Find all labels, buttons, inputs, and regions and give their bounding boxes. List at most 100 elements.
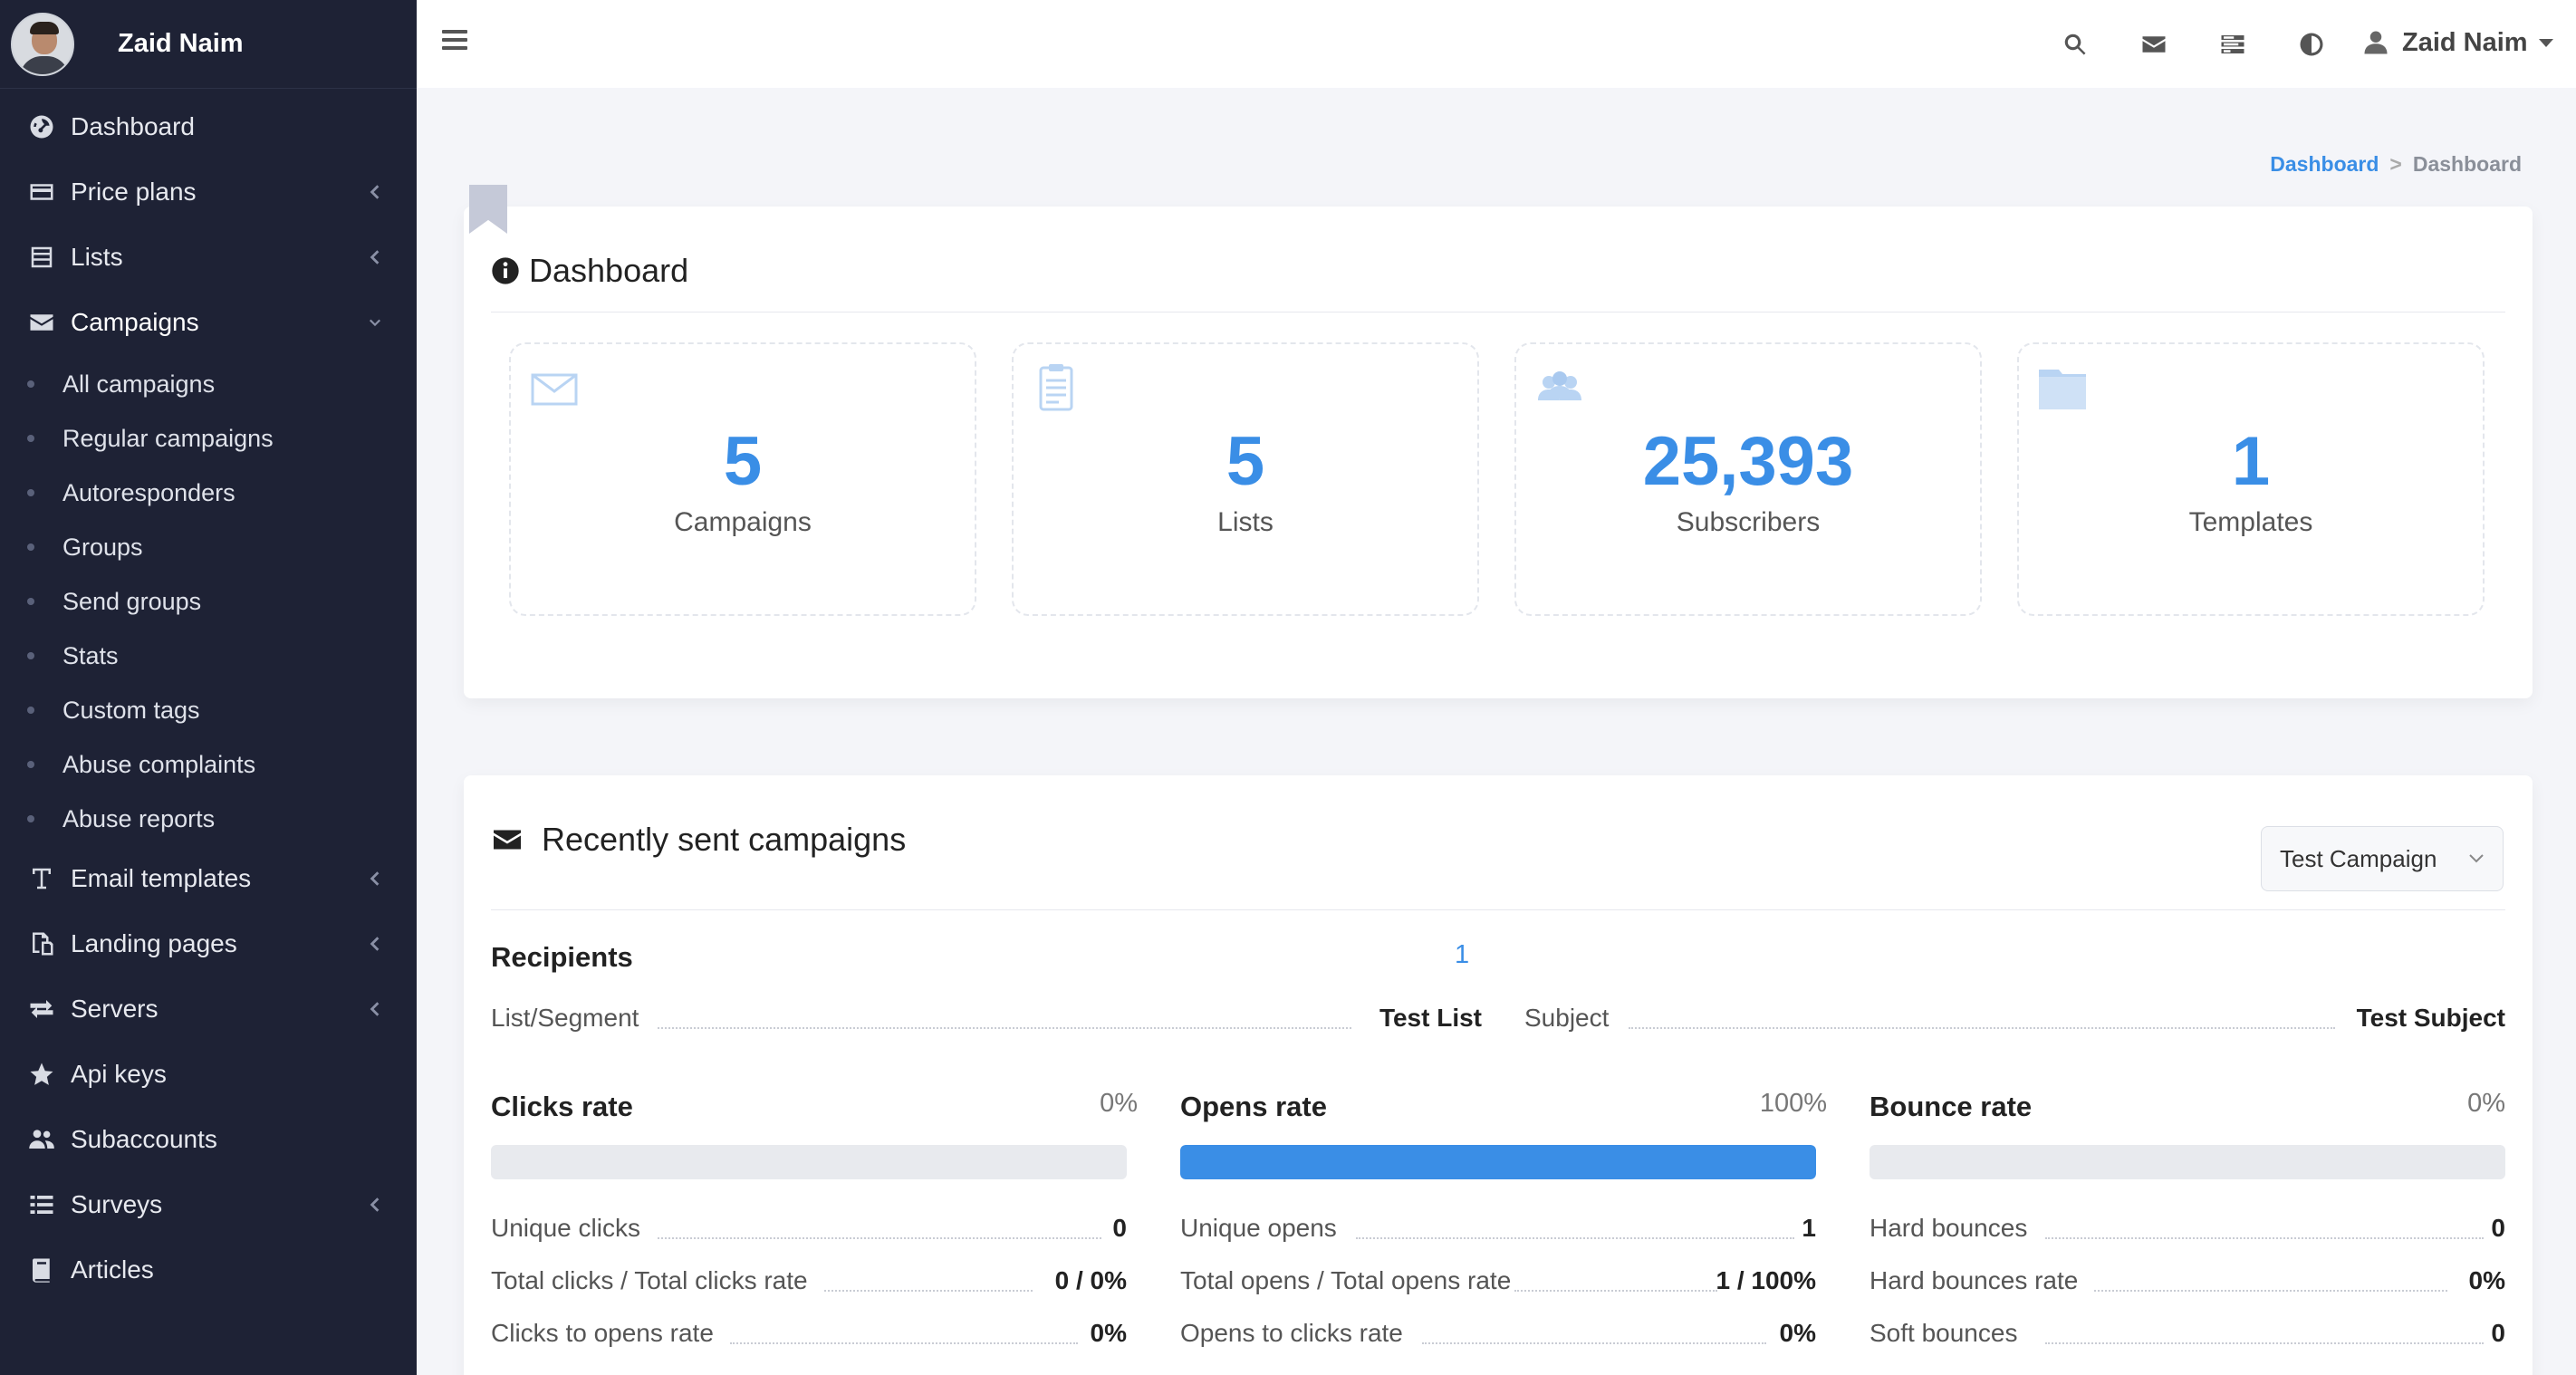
recent-campaigns-title-text: Recently sent campaigns	[542, 821, 907, 858]
sidebar-user[interactable]: Zaid Naim	[0, 0, 417, 89]
chevron-down-icon	[366, 313, 384, 332]
clipboard-icon	[1039, 364, 1073, 411]
campaigns-submenu: All campaigns Regular campaigns Autoresp…	[0, 355, 417, 846]
opens-rate-title: Opens rate	[1180, 1091, 1327, 1122]
stat-row-value: 0%	[2468, 1266, 2505, 1294]
dashboard-icon	[25, 111, 58, 143]
sidebar-username: Zaid Naim	[118, 29, 244, 58]
user-menu[interactable]: Zaid Naim	[2362, 22, 2553, 63]
submenu-label: Custom tags	[62, 696, 200, 724]
sidebar-item-label: Landing pages	[71, 929, 237, 957]
sidebar-item-api-keys[interactable]: Api keys	[0, 1042, 417, 1107]
stat-lists[interactable]: 5 Lists	[1012, 342, 1479, 616]
clicks-rate-pct: 0%	[1100, 1089, 1138, 1118]
subject-label: Subject	[1524, 1004, 1610, 1032]
submenu-label: Stats	[62, 641, 119, 669]
sidebar-item-surveys[interactable]: Surveys	[0, 1172, 417, 1237]
submenu-item-groups[interactable]: Groups	[0, 520, 417, 574]
sidebar-item-label: Lists	[71, 243, 123, 271]
stat-value: 5	[1226, 423, 1265, 500]
sidebar-item-email-templates[interactable]: Email templates	[0, 846, 417, 911]
envelope-icon[interactable]	[2139, 29, 2169, 60]
envelope-icon	[494, 830, 521, 850]
recipients-label: Recipients	[491, 941, 633, 973]
stat-value: 25,393	[1642, 423, 1854, 500]
dashboard-card: Dashboard 5 Campaigns 5 Lists 25,393 Sub…	[464, 207, 2533, 698]
list-segment-label: List/Segment	[491, 1004, 639, 1032]
submenu-label: Regular campaigns	[62, 424, 274, 452]
dotted-leader	[1629, 1027, 2335, 1029]
submenu-item-all-campaigns[interactable]: All campaigns	[0, 357, 417, 411]
submenu-item-regular-campaigns[interactable]: Regular campaigns	[0, 411, 417, 466]
clicks-rate-bar	[491, 1145, 1127, 1179]
stat-campaigns[interactable]: 5 Campaigns	[509, 342, 976, 616]
stat-subscribers[interactable]: 25,393 Subscribers	[1514, 342, 1982, 616]
bullet-icon	[27, 543, 34, 551]
sidebar-item-price-plans[interactable]: Price plans	[0, 159, 417, 225]
submenu-item-send-groups[interactable]: Send groups	[0, 574, 417, 629]
sidebar: Zaid Naim Dashboard Price plans Lists Ca…	[0, 0, 417, 1375]
submenu-item-custom-tags[interactable]: Custom tags	[0, 683, 417, 737]
chevron-left-icon	[366, 935, 384, 953]
avatar	[11, 12, 74, 76]
submenu-item-autoresponders[interactable]: Autoresponders	[0, 466, 417, 520]
sidebar-item-campaigns[interactable]: Campaigns	[0, 290, 417, 355]
bullet-icon	[27, 815, 34, 822]
breadcrumb: Dashboard > Dashboard	[2270, 152, 2522, 177]
sidebar-item-label: Email templates	[71, 864, 252, 892]
campaign-select[interactable]: Test Campaign	[2261, 826, 2504, 891]
dotted-leader	[658, 1237, 1101, 1239]
bullet-icon	[27, 707, 34, 714]
stat-row-value: 0%	[1779, 1319, 1816, 1347]
breadcrumb-link-dashboard[interactable]: Dashboard	[2270, 152, 2379, 176]
contrast-icon[interactable]	[2296, 29, 2327, 60]
sidebar-item-subaccounts[interactable]: Subaccounts	[0, 1107, 417, 1172]
sidebar-item-label: Dashboard	[71, 112, 195, 140]
chevron-left-icon	[366, 183, 384, 201]
recent-campaigns-card: Recently sent campaigns Test Campaign Re…	[464, 775, 2533, 1375]
list-icon	[25, 1188, 58, 1221]
sidebar-item-label: Campaigns	[71, 308, 199, 336]
hamburger-menu-icon[interactable]	[442, 30, 467, 55]
dotted-leader	[2045, 1342, 2484, 1344]
bullet-icon	[27, 761, 34, 768]
bullet-icon	[27, 489, 34, 496]
recent-campaigns-title: Recently sent campaigns	[491, 821, 906, 859]
sidebar-item-servers[interactable]: Servers	[0, 976, 417, 1042]
sidebar-item-lists[interactable]: Lists	[0, 225, 417, 290]
submenu-item-abuse-complaints[interactable]: Abuse complaints	[0, 737, 417, 792]
topbar-username: Zaid Naim	[2402, 27, 2528, 57]
users-icon	[25, 1123, 58, 1156]
submenu-label: Send groups	[62, 587, 202, 615]
sidebar-item-landing-pages[interactable]: Landing pages	[0, 911, 417, 976]
stat-row-label: Unique clicks	[491, 1214, 640, 1242]
breadcrumb-current: Dashboard	[2412, 152, 2522, 176]
dotted-leader	[1422, 1342, 1766, 1344]
sidebar-item-label: Subaccounts	[71, 1125, 217, 1153]
chevron-left-icon	[366, 1196, 384, 1214]
sidebar-item-articles[interactable]: Articles	[0, 1237, 417, 1303]
submenu-item-stats[interactable]: Stats	[0, 629, 417, 683]
search-icon[interactable]	[2060, 29, 2091, 60]
stat-row-value: 1 / 100%	[1716, 1266, 1816, 1294]
stat-label: Templates	[2188, 507, 2313, 537]
credit-card-icon	[25, 176, 58, 208]
divider	[491, 909, 2505, 910]
topbar: Zaid Naim	[417, 0, 2576, 88]
list-icon	[25, 241, 58, 274]
dotted-leader	[658, 1027, 1351, 1029]
sidebar-item-dashboard[interactable]: Dashboard	[0, 94, 417, 159]
chevron-left-icon	[366, 248, 384, 266]
stat-row-label: Unique opens	[1180, 1214, 1337, 1242]
stat-row-label: Hard bounces rate	[1870, 1266, 2079, 1294]
opens-rate-bar	[1180, 1145, 1816, 1179]
stat-value: 5	[723, 423, 763, 500]
tasks-icon[interactable]	[2217, 29, 2248, 60]
submenu-item-abuse-reports[interactable]: Abuse reports	[0, 792, 417, 846]
stat-templates[interactable]: 1 Templates	[2017, 342, 2485, 616]
stat-row-label: Clicks to opens rate	[491, 1319, 714, 1347]
dotted-leader	[2045, 1237, 2484, 1239]
bullet-icon	[27, 598, 34, 605]
bounce-rate-pct: 0%	[2467, 1089, 2505, 1118]
sidebar-item-label: Servers	[71, 995, 159, 1023]
